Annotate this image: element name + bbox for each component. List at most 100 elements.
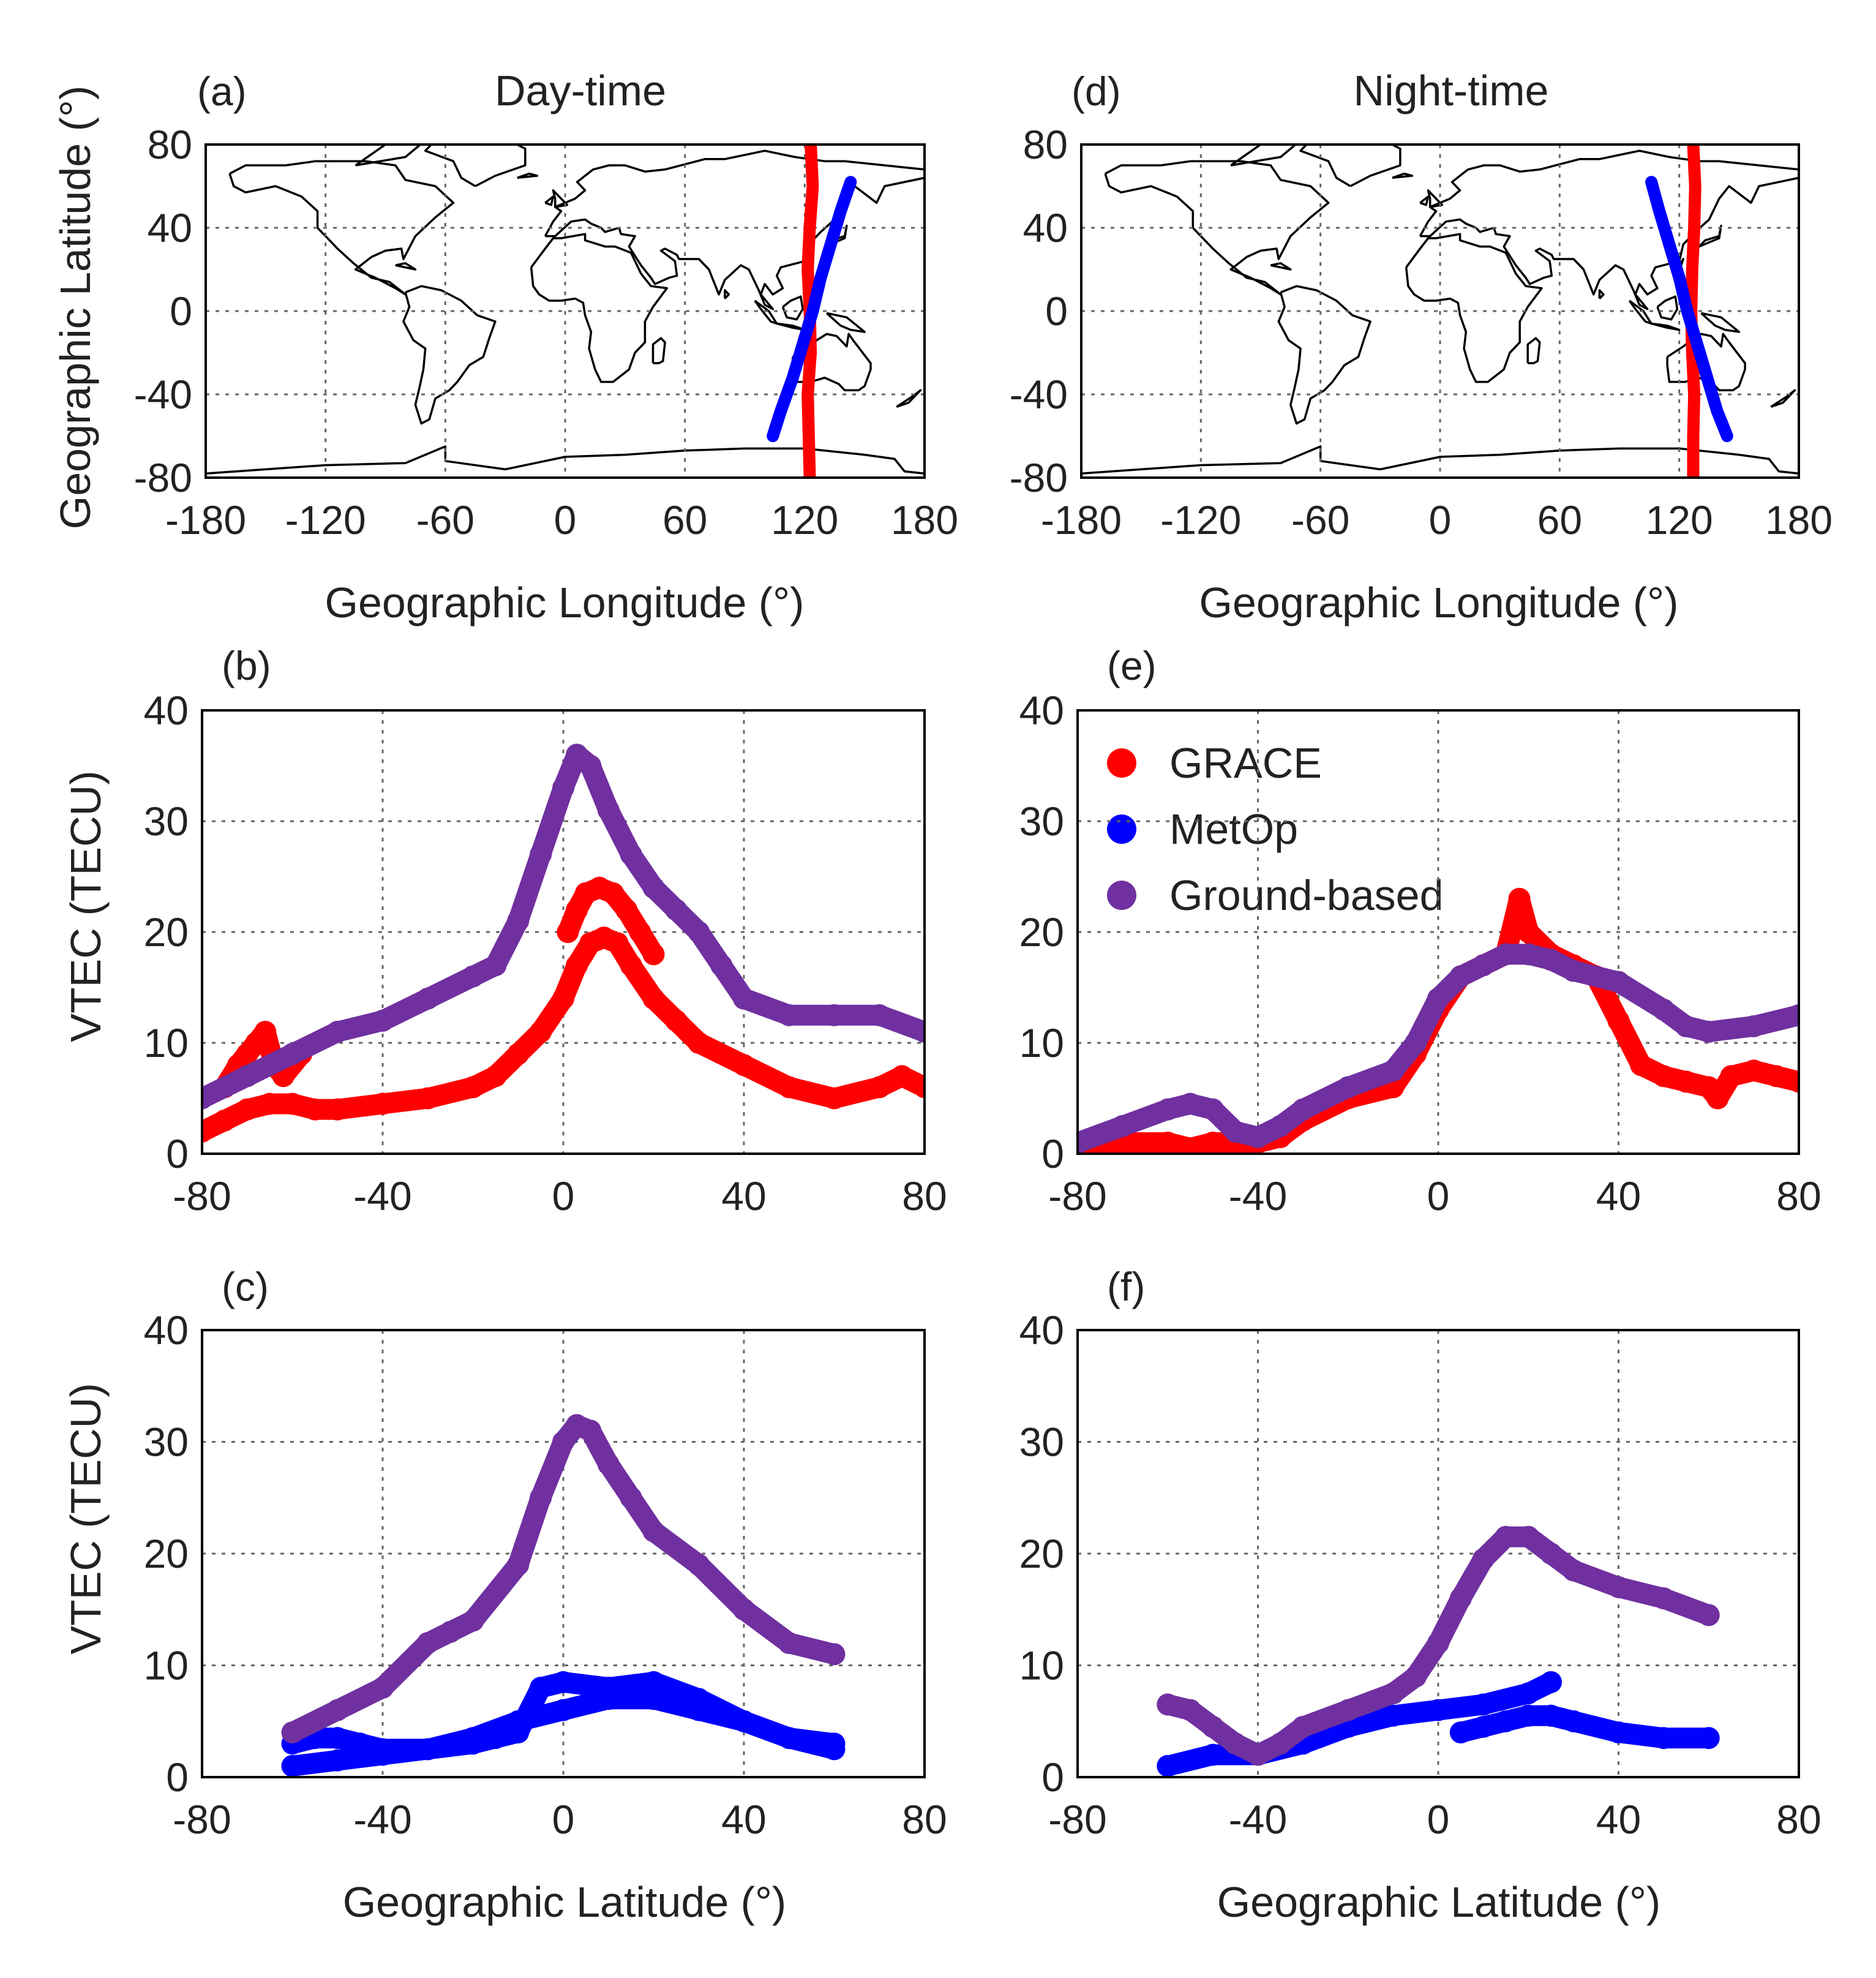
coastline bbox=[1277, 285, 1371, 425]
x-tick-label: 180 bbox=[891, 497, 958, 543]
axes-frame-d bbox=[1080, 143, 1800, 479]
coastline bbox=[1651, 322, 1681, 331]
coastline bbox=[1081, 445, 1799, 475]
data-point-metop bbox=[1540, 1704, 1563, 1727]
data-point-ground bbox=[462, 1609, 484, 1632]
data-point-grace bbox=[1706, 1087, 1729, 1110]
axes-frame-a bbox=[204, 143, 926, 479]
data-point-metop bbox=[1157, 1754, 1179, 1777]
data-point-grace bbox=[1653, 1065, 1675, 1088]
y-axis-label-c: VTEC (TECU) bbox=[62, 1383, 110, 1654]
data-point-ground bbox=[1224, 1120, 1247, 1143]
data-point-ground bbox=[1540, 949, 1563, 971]
coastline bbox=[395, 262, 417, 271]
data-point-ground bbox=[688, 921, 710, 943]
coastline bbox=[1628, 299, 1653, 325]
data-point-metop bbox=[823, 1732, 846, 1755]
x-tick-label: 80 bbox=[902, 1797, 947, 1842]
data-point-metop bbox=[642, 1671, 665, 1693]
x-tick-label: 80 bbox=[1776, 1173, 1821, 1219]
data-point-grace bbox=[557, 921, 579, 943]
data-point-grace bbox=[642, 943, 665, 966]
data-point-grace bbox=[688, 1032, 710, 1054]
coastline bbox=[1405, 233, 1543, 383]
data-point-ground bbox=[507, 1554, 530, 1576]
panel-e: (e) bbox=[1107, 643, 1157, 688]
x-tick-label: 0 bbox=[1427, 1797, 1450, 1842]
x-tick-label: -180 bbox=[165, 497, 246, 543]
data-point-ground bbox=[1247, 1743, 1269, 1766]
data-point-grace bbox=[484, 1065, 507, 1088]
y-tick-label: 30 bbox=[1019, 1420, 1064, 1465]
data-point-ground bbox=[1405, 1032, 1427, 1054]
data-point-grace bbox=[733, 1054, 755, 1077]
y-tick-label: 30 bbox=[144, 799, 189, 844]
coastline bbox=[1666, 333, 1746, 391]
y-axis-label-a: Geographic Latitude (°) bbox=[51, 86, 99, 530]
data-point-metop bbox=[281, 1754, 304, 1777]
x-tick-label: 0 bbox=[552, 1173, 575, 1219]
y-tick-label: 30 bbox=[1019, 799, 1064, 844]
data-point-ground bbox=[778, 1004, 800, 1026]
data-point-grace bbox=[606, 932, 629, 955]
coastline bbox=[776, 322, 806, 331]
data-point-ground bbox=[642, 876, 665, 899]
x-tick-label: 60 bbox=[662, 497, 707, 543]
y-tick-label: 40 bbox=[144, 1307, 189, 1353]
data-point-ground bbox=[1269, 1115, 1292, 1137]
axes-frame-f bbox=[1076, 1329, 1800, 1778]
data-point-ground bbox=[579, 754, 602, 777]
data-point-metop bbox=[1201, 1743, 1224, 1766]
y-tick-label: 30 bbox=[144, 1420, 189, 1465]
data-point-metop bbox=[1449, 1721, 1472, 1743]
y-tick-label: 80 bbox=[1023, 122, 1068, 167]
data-point-ground bbox=[1495, 943, 1517, 966]
coastline bbox=[1526, 337, 1541, 364]
plot-area-c: -80 -40 0 40 80 0 10 20 30 40 bbox=[144, 1307, 947, 1842]
data-point-metop bbox=[484, 1727, 507, 1750]
data-point-ground bbox=[1495, 1525, 1517, 1548]
x-tick-label: -40 bbox=[1229, 1797, 1287, 1842]
data-point-grace bbox=[1179, 1137, 1202, 1154]
panel-a: (a) Day-time Geographic Longitude (°) Ge… bbox=[51, 67, 804, 626]
y-tick-label: 0 bbox=[170, 288, 192, 334]
y-tick-label: 0 bbox=[1041, 1131, 1064, 1176]
x-tick-label: -60 bbox=[416, 497, 475, 543]
data-point-metop bbox=[1517, 1704, 1540, 1727]
x-tick-label: -180 bbox=[1041, 497, 1122, 543]
plot-area-b: -80 -40 0 40 80 0 10 20 30 40 bbox=[144, 688, 947, 1219]
y-tick-label: 0 bbox=[1045, 288, 1068, 334]
data-point-ground bbox=[665, 898, 688, 921]
data-point-ground bbox=[642, 1520, 665, 1543]
x-tick-label: 120 bbox=[1646, 497, 1713, 543]
data-point-ground bbox=[1675, 1015, 1697, 1037]
coastline bbox=[1770, 389, 1796, 408]
data-point-ground bbox=[1653, 998, 1675, 1021]
legend-marker-grace bbox=[1107, 748, 1136, 778]
data-point-ground bbox=[1247, 1126, 1269, 1148]
data-point-metop bbox=[349, 1732, 372, 1755]
data-point-grace bbox=[823, 1087, 846, 1110]
coastline bbox=[1700, 312, 1741, 333]
x-tick-label: 80 bbox=[902, 1173, 947, 1219]
legend-marker-metop bbox=[1107, 814, 1136, 844]
data-point-ground bbox=[1382, 1682, 1405, 1705]
y-tick-label: 40 bbox=[1019, 688, 1064, 733]
x-tick-label: -60 bbox=[1291, 497, 1349, 543]
data-point-metop bbox=[1382, 1704, 1405, 1727]
coastline bbox=[1104, 160, 1330, 296]
data-point-grace bbox=[642, 987, 665, 1010]
data-point-ground bbox=[1562, 1559, 1585, 1582]
data-point-metop bbox=[552, 1699, 574, 1721]
data-point-grace bbox=[462, 1076, 484, 1099]
plot-area-f: -80 -40 0 40 80 0 10 20 30 40 bbox=[1019, 1307, 1822, 1842]
y-tick-label: 0 bbox=[166, 1131, 189, 1176]
data-point-ground bbox=[823, 1004, 846, 1026]
panel-label-e: (e) bbox=[1107, 643, 1157, 688]
data-point-metop bbox=[1607, 1721, 1630, 1743]
data-point-ground bbox=[202, 1087, 213, 1110]
data-point-ground bbox=[710, 954, 733, 977]
coastline bbox=[896, 389, 922, 408]
y-tick-label: 0 bbox=[1041, 1754, 1064, 1800]
data-point-ground bbox=[1449, 965, 1472, 988]
